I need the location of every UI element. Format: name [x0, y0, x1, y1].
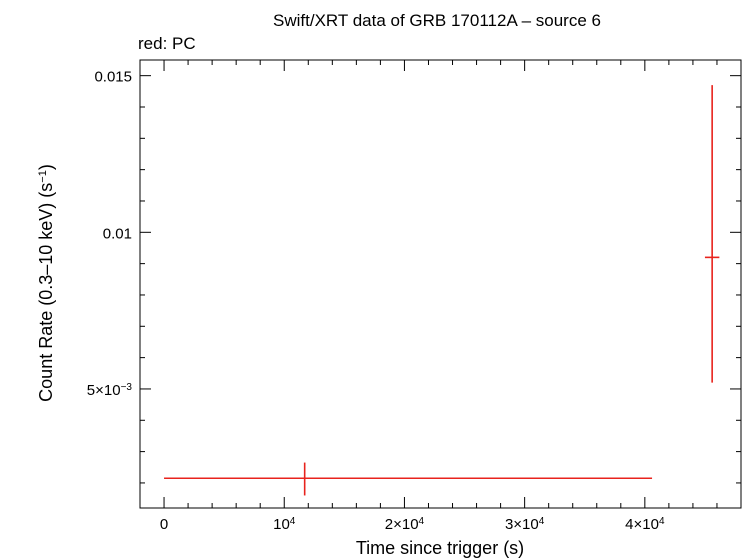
- x-axis-label: Time since trigger (s): [356, 538, 524, 558]
- data-point: [704, 85, 720, 383]
- x-tick-label: 0: [160, 516, 168, 533]
- chart-subtitle: red: PC: [138, 34, 196, 53]
- x-tick-label: 3×104: [505, 516, 545, 534]
- chart-title: Swift/XRT data of GRB 170112A – source 6: [273, 11, 601, 30]
- y-tick-label: 0.01: [103, 225, 132, 242]
- data-series-pc: [164, 85, 720, 496]
- x-tick-label: 2×104: [385, 516, 425, 534]
- x-tick-labels: 0 104 2×104 3×104 4×104: [160, 516, 665, 534]
- axis-ticks: [139, 60, 742, 508]
- x-tick-label: 4×104: [625, 516, 665, 534]
- data-point: [164, 462, 653, 496]
- y-tick-label: 5×10−3: [87, 381, 133, 399]
- y-tick-label: 0.015: [94, 69, 132, 86]
- x-tick-label: 104: [273, 516, 296, 534]
- y-axis-label: Count Rate (0.3–10 keV) (s−1): [36, 164, 56, 402]
- y-tick-labels: 5×10−3 0.01 0.015: [87, 69, 133, 399]
- plot-frame: [139, 59, 742, 509]
